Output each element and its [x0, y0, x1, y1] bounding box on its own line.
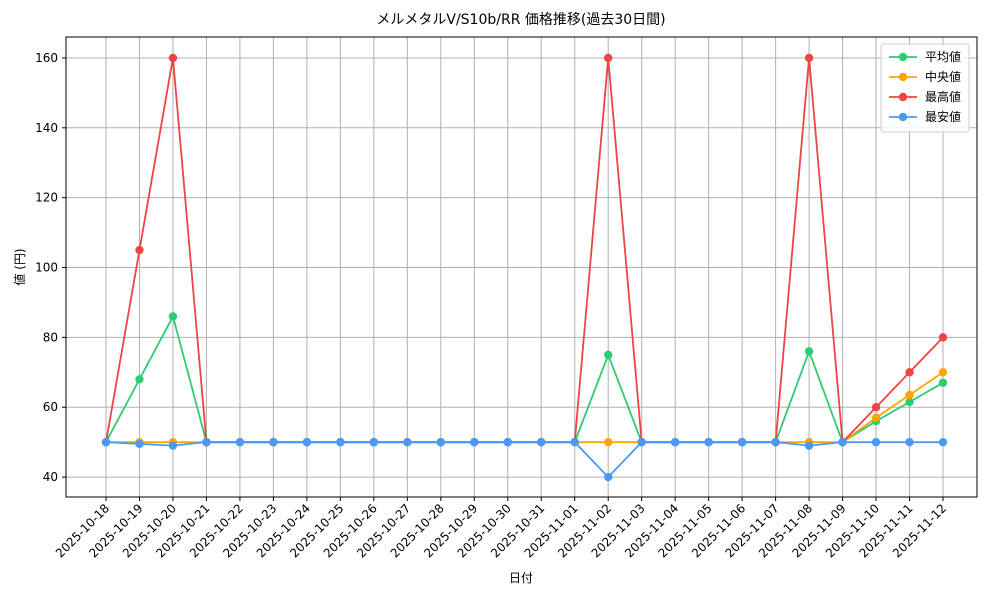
- data-point: [804, 347, 814, 356]
- plot-frame: [65, 36, 978, 498]
- data-point: [570, 437, 579, 447]
- series-line: [105, 57, 944, 445]
- data-point: [336, 437, 345, 447]
- data-point: [905, 397, 914, 407]
- legend-label: 最高値: [925, 89, 961, 104]
- data-point: [704, 437, 713, 447]
- y-tick-label: 40: [43, 470, 58, 484]
- data-point: [604, 472, 613, 482]
- x-axis-label: 日付: [509, 571, 533, 585]
- chart-title: メルメタルV/S10b/RR 価格推移(過去30日間): [376, 12, 665, 28]
- legend-marker: [898, 92, 908, 102]
- series-line: [105, 313, 944, 444]
- series-line: [105, 441, 943, 479]
- data-point: [168, 53, 178, 63]
- data-point: [202, 437, 211, 447]
- data-point: [302, 437, 312, 447]
- data-point: [771, 437, 780, 447]
- data-point: [135, 439, 144, 449]
- legend-marker: [898, 112, 908, 122]
- y-tick-label: 120: [35, 191, 58, 205]
- data-point: [135, 375, 144, 384]
- legend-marker: [898, 72, 908, 82]
- y-axis-label: 値 (円): [12, 248, 27, 285]
- data-point: [871, 437, 881, 447]
- y-tick-label: 60: [43, 400, 58, 414]
- data-point: [135, 245, 144, 255]
- data-point: [804, 441, 814, 450]
- legend-box: [880, 43, 970, 133]
- data-point: [838, 437, 847, 447]
- data-point: [503, 437, 512, 447]
- data-point: [905, 390, 914, 400]
- data-point: [403, 437, 412, 447]
- data-point: [604, 350, 613, 360]
- data-point: [938, 333, 948, 342]
- data-point: [905, 437, 914, 447]
- data-point: [871, 403, 881, 412]
- data-point: [604, 437, 613, 447]
- y-tick-label: 160: [35, 51, 58, 65]
- data-point: [470, 437, 479, 447]
- data-point: [905, 368, 914, 377]
- data-point: [938, 437, 948, 447]
- legend-label: 平均値: [925, 49, 961, 64]
- data-point: [235, 437, 245, 447]
- data-point: [269, 437, 278, 447]
- data-point: [168, 312, 178, 321]
- data-point: [436, 437, 445, 447]
- data-point: [938, 378, 948, 387]
- y-tick-label: 140: [35, 121, 58, 135]
- data-point: [537, 437, 546, 447]
- data-point: [101, 437, 111, 447]
- data-point: [604, 53, 613, 63]
- data-point: [369, 437, 379, 447]
- data-point: [871, 413, 881, 422]
- legend-marker: [898, 52, 908, 62]
- data-point: [637, 437, 646, 447]
- legend-label: 中央値: [925, 69, 961, 84]
- y-tick-label: 100: [35, 261, 58, 275]
- data-point: [168, 441, 178, 450]
- data-point: [804, 53, 814, 63]
- y-tick-label: 80: [43, 330, 58, 344]
- data-point: [938, 368, 948, 377]
- data-point: [670, 437, 680, 447]
- data-point: [737, 437, 747, 447]
- legend-label: 最安値: [925, 109, 961, 124]
